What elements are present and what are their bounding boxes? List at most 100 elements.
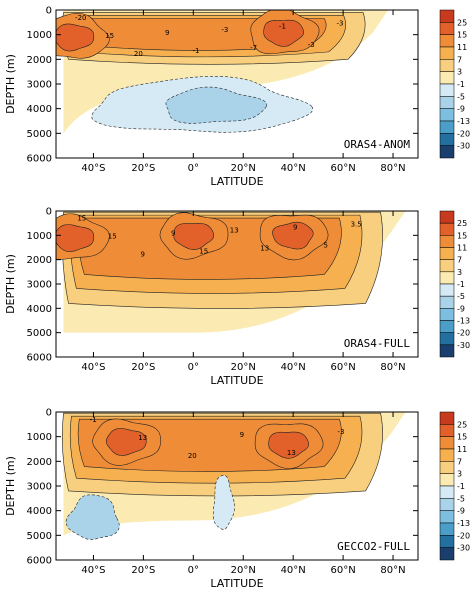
contour-label: -3 — [308, 41, 315, 49]
colorbar-label: -20 — [457, 329, 470, 338]
field-1 — [56, 10, 418, 158]
colorbar-swatch — [439, 461, 455, 474]
colorbar-label: 25 — [457, 18, 467, 27]
y-tick-label: 5000 — [27, 328, 52, 339]
x-tick-label: 40°S — [81, 163, 105, 174]
x-tick-label: 80°N — [380, 163, 405, 174]
colorbar-label: -13 — [457, 117, 470, 126]
x-tick-label: 20°S — [131, 163, 155, 174]
y-tick-label: 5000 — [27, 129, 52, 140]
x-tick-label: 40°N — [281, 163, 306, 174]
panel-2: 15 15 9 9 15 13 13 9 5 3.5 40°S 20°S 0° 20°N 40°N 60°N 8… — [4, 207, 470, 388]
colorbar-label: -1 — [457, 80, 465, 89]
y-tick-label: 1000 — [27, 432, 52, 443]
colorbar-swatch — [439, 59, 455, 72]
colorbar-swatch — [439, 522, 455, 536]
colorbar-swatch — [439, 332, 455, 346]
contour-label: 15 — [105, 32, 114, 40]
y-tick-label: 2000 — [27, 457, 52, 468]
colorbar-swatch — [439, 46, 455, 60]
colorbar-label: 25 — [457, 420, 467, 429]
x-tick-label: 60°N — [330, 565, 355, 576]
x-tick-label: 80°N — [380, 362, 405, 373]
y-tick-label: 1000 — [27, 231, 52, 242]
contour-label: 9 — [171, 230, 175, 238]
contour-label: -1 — [279, 23, 286, 31]
colorbar-label: 15 — [457, 433, 467, 442]
y-tick-label: 3000 — [27, 482, 52, 493]
contour-label: -20 — [75, 14, 86, 22]
x-tick-label: 40°S — [81, 565, 105, 576]
colorbar-label: -1 — [457, 482, 465, 491]
colorbar-label: 7 — [457, 457, 462, 466]
panel-3: -1 13 20 9 13 -3 40°S 20°S 0° 20°N 40°N 60°N 80°N 0 10… — [4, 408, 470, 591]
colorbar-label: 3 — [457, 68, 462, 77]
contour-label: 20 — [188, 452, 197, 460]
contour-label: -3 — [337, 20, 344, 28]
colorbar-swatch — [439, 34, 455, 48]
y-tick-label: 6000 — [27, 154, 52, 165]
colorbar-label: 15 — [457, 231, 467, 240]
colorbar-label: -1 — [457, 280, 465, 289]
contour-negative — [212, 475, 235, 530]
contour-negative — [65, 494, 120, 540]
colorbar-swatch — [439, 411, 455, 425]
contour-label: -1 — [193, 47, 200, 55]
colorbar-swatch — [439, 96, 455, 109]
x-tick-label: 0° — [188, 362, 199, 373]
x-tick-label: 20°N — [231, 565, 256, 576]
colorbar-label: -30 — [457, 142, 470, 151]
contour-core-inner — [56, 224, 95, 252]
colorbar-label: 3 — [457, 470, 462, 479]
y-tick-label: 0 — [46, 408, 52, 419]
y-tick-label: 0 — [46, 6, 52, 17]
panel-label-box — [340, 135, 414, 152]
colorbar-swatch — [439, 473, 455, 487]
y-tick-label: 0 — [46, 207, 52, 218]
contour-core-inner — [173, 222, 215, 250]
contour-label: 9 — [141, 251, 145, 259]
contour-core-inner — [263, 19, 305, 47]
contour-label: 9 — [165, 29, 169, 37]
colorbar-swatch — [439, 485, 455, 499]
colorbar-swatch — [439, 22, 455, 35]
contour-label: 13 — [138, 434, 147, 442]
contour-label: 15 — [77, 215, 86, 223]
colorbar-swatch — [439, 295, 455, 309]
colorbar-swatch — [439, 71, 455, 85]
contour-label: 3.5 — [351, 220, 362, 228]
colorbar-label: 15 — [457, 31, 467, 40]
field-3 — [56, 412, 418, 560]
contour-label: 9 — [293, 223, 297, 231]
panel-label: ORAS4-ANOM — [344, 138, 411, 151]
panel-label-box — [340, 334, 414, 351]
colorbar-swatch — [439, 83, 455, 97]
colorbar-swatch — [439, 344, 455, 358]
colorbar-label: 3 — [457, 268, 462, 277]
y-tick-label: 4000 — [27, 104, 52, 115]
colorbar-label: -30 — [457, 544, 470, 553]
contour-label: -7 — [250, 44, 257, 52]
colorbar-label: 7 — [457, 256, 462, 265]
field-2 — [56, 211, 418, 357]
x-tick-label: 20°N — [231, 163, 256, 174]
contour-label: 13 — [230, 227, 239, 235]
panel-label: GECCO2-FULL — [337, 540, 410, 553]
colorbar-label: -9 — [457, 304, 465, 313]
x-tick-label: 20°S — [131, 362, 155, 373]
x-tick-label: 40°N — [281, 362, 306, 373]
contour-label: 15 — [108, 233, 117, 241]
colorbar-swatch — [439, 271, 455, 285]
colorbar-swatch — [439, 308, 455, 321]
colorbar-label: -20 — [457, 531, 470, 540]
colorbar-swatch — [439, 535, 455, 548]
colorbar-swatch — [439, 210, 455, 224]
x-axis-label: LATITUDE — [210, 577, 263, 590]
contour-label: -1 — [90, 416, 97, 424]
colorbar-swatch — [439, 145, 455, 159]
colorbar-label: -30 — [457, 341, 470, 350]
colorbar-swatch — [439, 436, 455, 450]
x-tick-label: 20°N — [231, 362, 256, 373]
contour-label: 13 — [260, 244, 269, 252]
